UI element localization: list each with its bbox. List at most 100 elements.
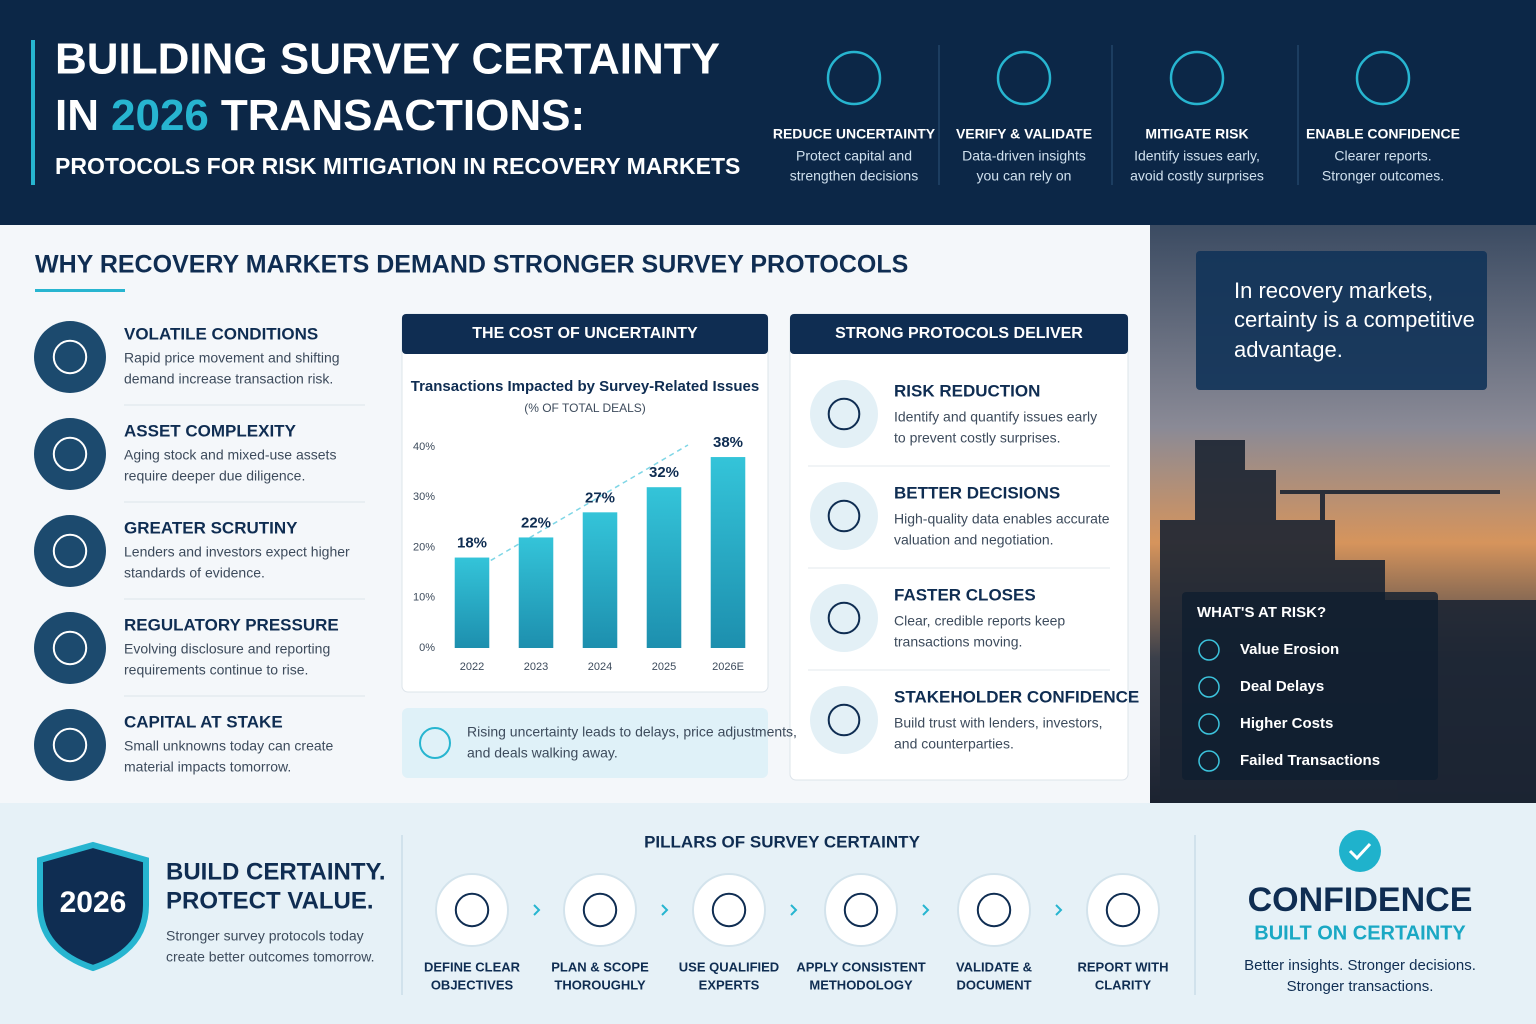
item-text: Aging stock and mixed-use assets (124, 447, 336, 463)
benefit-icon (1169, 50, 1225, 106)
quote-text: certainty is a competitive (1234, 307, 1475, 332)
item-title: GREATER SCRUTINY (124, 518, 298, 537)
note-icon (419, 727, 451, 759)
chevron (922, 904, 930, 916)
icon-circle (692, 873, 766, 947)
risk-item: Higher Costs (1240, 715, 1333, 732)
chevron (1055, 904, 1063, 916)
value-label: 32% (649, 464, 679, 481)
icon-glyph (827, 499, 861, 533)
risk-item: Failed Transactions (1240, 752, 1380, 769)
bar (582, 512, 618, 648)
benefit-text: Protect capital and (796, 148, 912, 164)
icon-glyph (52, 727, 88, 763)
icon-circle (34, 612, 106, 684)
badge-shield (37, 841, 149, 972)
benefit-title: REDUCE UNCERTAINTY (773, 126, 936, 142)
icon-circle (824, 873, 898, 947)
chevron (533, 904, 541, 916)
icon-circle (34, 321, 106, 393)
icon-glyph (1105, 892, 1141, 928)
title-part: IN (55, 91, 99, 140)
item-text: requirements continue to rise. (124, 662, 308, 678)
icon-circle (563, 873, 637, 947)
item-text: Rapid price movement and shifting (124, 350, 340, 366)
icon-circle (810, 482, 878, 550)
icon-glyph (711, 892, 747, 928)
icon-glyph (827, 601, 861, 635)
y-tick-label: 0% (419, 642, 435, 654)
subtitle: PROTOCOLS FOR RISK MITIGATION IN RECOVER… (55, 153, 740, 179)
title-year: 2026 (111, 91, 209, 140)
cta-text: Stronger survey protocols today (166, 928, 364, 944)
bar (710, 457, 746, 648)
risk-icon (1198, 750, 1220, 772)
icon-circle (34, 418, 106, 490)
pillar-label: THOROUGHLY (554, 977, 646, 992)
benefit-text: avoid costly surprises (1130, 168, 1264, 184)
benefit-text: Identify issues early, (1134, 148, 1260, 164)
x-tick-label: 2025 (652, 661, 676, 673)
benefit-text: Clearer reports. (1334, 148, 1431, 164)
risk-icon (1198, 676, 1220, 698)
panel-title: STRONG PROTOCOLS DELIVER (835, 325, 1083, 342)
risk-heading: WHAT'S AT RISK? (1197, 604, 1326, 621)
x-tick-label: 2022 (460, 661, 484, 673)
title-part: TRANSACTIONS: (221, 91, 585, 140)
value-label: 38% (713, 434, 743, 451)
icon-glyph (52, 339, 88, 375)
benefit-title: ENABLE CONFIDENCE (1306, 126, 1460, 142)
confidence-text: Stronger transactions. (1287, 978, 1434, 995)
pillar-label: EXPERTS (699, 977, 760, 992)
quote-text: advantage. (1234, 337, 1343, 362)
chart-panel-header (402, 314, 768, 354)
pillar-label: USE QUALIFIED (679, 959, 779, 974)
pillar-label: CLARITY (1095, 977, 1152, 992)
benefit-icon (1355, 50, 1411, 106)
icon-circle (1086, 873, 1160, 947)
icon-glyph (827, 703, 861, 737)
icon-circle (957, 873, 1031, 947)
chevron (790, 904, 798, 916)
chart-subtitle: (% OF TOTAL DEALS) (524, 401, 646, 415)
section-heading: WHY RECOVERY MARKETS DEMAND STRONGER SUR… (35, 251, 908, 279)
item-title: VOLATILE CONDITIONS (124, 324, 318, 343)
protocol-text: transactions moving. (894, 634, 1022, 650)
pillar-label: REPORT WITH (1078, 959, 1169, 974)
chevron (661, 904, 669, 916)
protocols-panel-header (790, 314, 1128, 354)
protocol-text: valuation and negotiation. (894, 532, 1054, 548)
pillar-label: APPLY CONSISTENT (796, 959, 925, 974)
note-text: and deals walking away. (467, 745, 618, 761)
x-tick-label: 2023 (524, 661, 548, 673)
bar (454, 557, 490, 648)
accent-bar (31, 40, 35, 185)
icon-circle (34, 515, 106, 587)
note-box (402, 708, 768, 778)
bottom-bg (0, 803, 1536, 1024)
item-text: require deeper due diligence. (124, 468, 305, 484)
value-label: 22% (521, 514, 551, 531)
pillars-heading: PILLARS OF SURVEY CERTAINTY (644, 832, 920, 851)
protocol-title: BETTER DECISIONS (894, 483, 1060, 502)
protocol-text: High-quality data enables accurate (894, 511, 1110, 527)
quote-box (1196, 251, 1487, 390)
protocol-text: Identify and quantify issues early (894, 409, 1097, 425)
icon-circle (810, 686, 878, 754)
protocol-title: RISK REDUCTION (894, 381, 1040, 400)
cta-title: BUILD CERTAINTY. (166, 858, 386, 885)
check-mark (1348, 842, 1372, 861)
benefit-text: strengthen decisions (790, 168, 918, 184)
value-label: 27% (585, 489, 615, 506)
risk-icon (1198, 639, 1220, 661)
icon-glyph (454, 892, 490, 928)
header-bg (0, 0, 1536, 225)
icon-circle (810, 584, 878, 652)
cta-text: create better outcomes tomorrow. (166, 949, 375, 965)
quote-text: In recovery markets, (1234, 278, 1433, 303)
protocol-text: to prevent costly surprises. (894, 430, 1061, 446)
benefit-title: MITIGATE RISK (1145, 126, 1248, 142)
icon-glyph (582, 892, 618, 928)
item-text: demand increase transaction risk. (124, 371, 333, 387)
